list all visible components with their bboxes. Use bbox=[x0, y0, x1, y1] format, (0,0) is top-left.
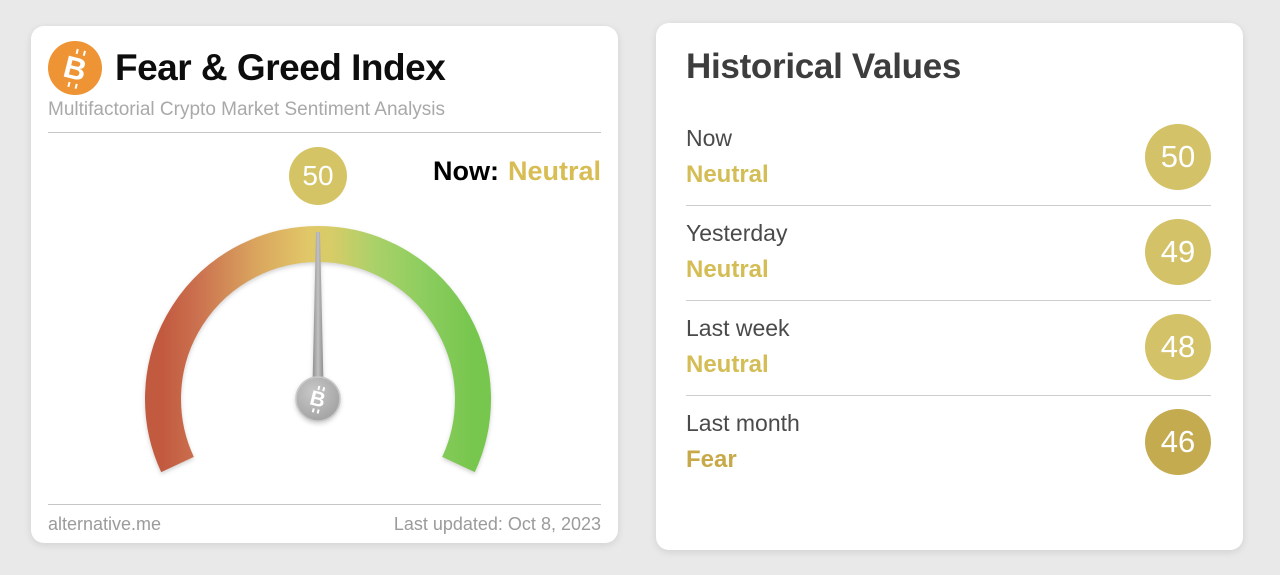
gauge-needle-group bbox=[295, 232, 341, 422]
row-period-label: Now bbox=[686, 125, 733, 151]
now-label: Now: bbox=[432, 156, 499, 186]
row-sentiment: Neutral bbox=[686, 256, 769, 283]
gauge-arc-svg bbox=[145, 226, 491, 473]
row-value-badge: 48 bbox=[1145, 314, 1211, 380]
historical-rows: Now Neutral 50 Yesterday Neutral 49 Last… bbox=[686, 111, 1211, 490]
card-subtitle: Multifactorial Crypto Market Sentiment A… bbox=[48, 99, 446, 120]
row-value-badge: 49 bbox=[1145, 219, 1211, 285]
row-value-badge: 50 bbox=[1145, 124, 1211, 190]
gauge: 50 Now: Neutral bbox=[31, 133, 618, 509]
now-sentiment: Neutral bbox=[507, 156, 601, 186]
fear-greed-card: B Fear & Greed Index Multifactorial Cryp… bbox=[31, 26, 618, 543]
card-footer: alternative.me Last updated: Oct 8, 2023 bbox=[31, 505, 618, 543]
historical-row-yesterday: Yesterday Neutral 49 bbox=[686, 206, 1211, 301]
card-title: Fear & Greed Index bbox=[115, 47, 446, 88]
fear-greed-header: B Fear & Greed Index Multifactorial Cryp… bbox=[31, 26, 618, 133]
historical-row-now: Now Neutral 50 bbox=[686, 111, 1211, 206]
gauge-value-badge: 50 bbox=[289, 147, 347, 205]
gauge-needle bbox=[312, 232, 324, 407]
gauge-hub bbox=[295, 376, 341, 422]
row-sentiment: Fear bbox=[686, 446, 737, 473]
bitcoin-icon: B bbox=[48, 41, 102, 95]
footer-divider bbox=[48, 504, 601, 505]
historical-row-last-month: Last month Fear 46 bbox=[686, 396, 1211, 490]
last-updated: Last updated: Oct 8, 2023 bbox=[393, 513, 601, 534]
row-sentiment: Neutral bbox=[686, 351, 769, 378]
source-link: alternative.me bbox=[48, 513, 162, 534]
row-sentiment: Neutral bbox=[686, 161, 769, 188]
header-divider bbox=[48, 132, 601, 133]
row-period-label: Last week bbox=[686, 315, 790, 341]
historical-row-last-week: Last week Neutral 48 bbox=[686, 301, 1211, 396]
row-period-label: Last month bbox=[686, 410, 800, 436]
historical-values-card: Historical Values Now Neutral 50 Yesterd… bbox=[656, 23, 1243, 550]
row-period-label: Yesterday bbox=[686, 220, 788, 246]
historical-title: Historical Values bbox=[686, 47, 962, 86]
row-value-badge: 46 bbox=[1145, 409, 1211, 475]
now-status: Now: Neutral bbox=[433, 156, 601, 187]
